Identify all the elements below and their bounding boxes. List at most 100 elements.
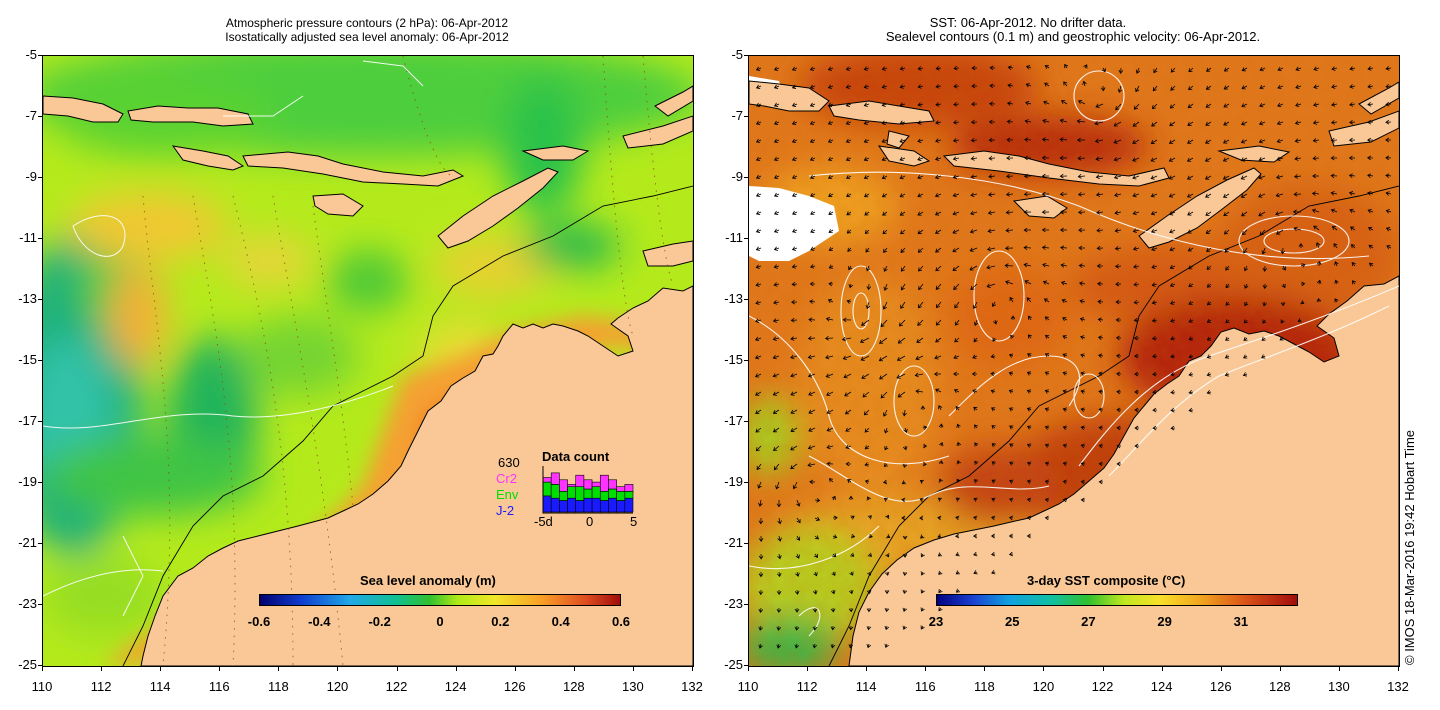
velocity-arrow bbox=[1349, 84, 1356, 89]
velocity-arrow bbox=[1095, 174, 1104, 179]
sla-colorbar-tick: -0.4 bbox=[308, 614, 331, 629]
velocity-arrow bbox=[974, 424, 979, 429]
velocity-arrow bbox=[825, 373, 834, 378]
velocity-arrow bbox=[1294, 138, 1302, 143]
velocity-arrow bbox=[1044, 497, 1050, 503]
right-lat-tick: -17 bbox=[724, 413, 743, 428]
data-count-bar-cr2 bbox=[608, 479, 617, 490]
velocity-arrow bbox=[1205, 139, 1212, 144]
data-count-label-env: Env bbox=[496, 487, 519, 502]
velocity-arrow bbox=[1313, 102, 1320, 107]
velocity-arrow bbox=[1078, 245, 1086, 251]
velocity-arrow bbox=[1277, 102, 1284, 108]
right-lat-tick: -15 bbox=[724, 352, 743, 367]
velocity-arrow bbox=[1059, 118, 1068, 124]
velocity-arrow bbox=[773, 300, 780, 305]
velocity-arrow bbox=[755, 66, 762, 71]
velocity-arrow bbox=[860, 355, 870, 361]
velocity-arrow bbox=[1169, 264, 1176, 270]
velocity-arrow bbox=[896, 355, 906, 361]
sst-sealevel-contours bbox=[749, 70, 1399, 637]
velocity-arrow bbox=[831, 495, 836, 501]
velocity-arrow bbox=[1244, 283, 1249, 289]
velocity-arrow bbox=[790, 427, 798, 433]
velocity-arrow bbox=[1187, 229, 1194, 234]
velocity-arrow bbox=[846, 229, 852, 234]
velocity-arrow bbox=[881, 120, 888, 125]
velocity-arrow bbox=[1367, 137, 1374, 143]
velocity-arrow bbox=[1186, 193, 1194, 198]
velocity-arrow bbox=[1188, 389, 1194, 395]
velocity-arrow bbox=[827, 84, 834, 89]
velocity-arrow bbox=[1152, 371, 1158, 377]
velocity-arrow bbox=[864, 427, 870, 433]
velocity-arrow bbox=[1042, 262, 1050, 268]
velocity-arrow bbox=[1315, 242, 1321, 249]
velocity-arrow bbox=[1280, 319, 1285, 324]
velocity-arrow bbox=[1152, 407, 1158, 413]
velocity-arrow bbox=[1041, 173, 1050, 179]
velocity-arrow bbox=[1006, 155, 1014, 161]
velocity-arrow bbox=[772, 354, 780, 360]
velocity-arrow bbox=[935, 301, 942, 309]
velocity-arrow bbox=[1258, 157, 1266, 162]
sla-colorbar-tick: 0.4 bbox=[551, 614, 570, 629]
velocity-arrow bbox=[773, 138, 780, 143]
velocity-arrow bbox=[828, 192, 834, 198]
velocity-arrow bbox=[813, 571, 818, 577]
velocity-arrow bbox=[755, 391, 762, 396]
velocity-arrow bbox=[1151, 282, 1158, 287]
velocity-arrow bbox=[881, 102, 888, 107]
velocity-arrow bbox=[1151, 318, 1158, 323]
velocity-arrow bbox=[1041, 191, 1050, 197]
velocity-arrow bbox=[883, 427, 889, 434]
velocity-arrow bbox=[1133, 103, 1140, 110]
velocity-arrow bbox=[809, 102, 816, 107]
velocity-arrow bbox=[845, 427, 852, 432]
velocity-arrow bbox=[955, 588, 961, 593]
data-count-bar-j2 bbox=[624, 497, 634, 513]
velocity-arrow bbox=[808, 409, 816, 414]
velocity-arrow bbox=[915, 389, 924, 394]
velocity-arrow bbox=[867, 571, 872, 576]
velocity-arrow bbox=[952, 229, 960, 234]
velocity-arrow bbox=[900, 265, 906, 272]
velocity-arrow bbox=[1259, 229, 1266, 236]
velocity-arrow bbox=[902, 607, 908, 612]
velocity-arrow bbox=[794, 589, 800, 595]
velocity-arrow bbox=[1135, 67, 1141, 74]
velocity-arrow bbox=[988, 174, 996, 179]
velocity-arrow bbox=[885, 514, 890, 519]
land-wetar-banda bbox=[521, 115, 693, 161]
velocity-arrow bbox=[1044, 425, 1050, 430]
data-count-bar-cr2 bbox=[542, 477, 552, 483]
velocity-arrow bbox=[842, 355, 852, 361]
velocity-arrow bbox=[993, 319, 998, 325]
velocity-arrow bbox=[1243, 354, 1248, 359]
velocity-arrow bbox=[758, 517, 764, 525]
velocity-arrow bbox=[1385, 84, 1392, 89]
right-lat-tick: -13 bbox=[724, 291, 743, 306]
sla-colorbar-tick: 0 bbox=[436, 614, 444, 629]
left-lon-tick: 120 bbox=[326, 679, 349, 694]
velocity-arrow bbox=[1008, 515, 1014, 521]
velocity-arrow bbox=[845, 120, 852, 125]
velocity-arrow bbox=[955, 533, 960, 539]
velocity-arrow bbox=[863, 175, 870, 180]
sla-field-blobs bbox=[43, 56, 693, 636]
velocity-arrow bbox=[773, 192, 780, 197]
velocity-arrow bbox=[902, 409, 907, 417]
land-java-right bbox=[749, 80, 830, 112]
velocity-arrow bbox=[809, 281, 816, 287]
velocity-arrow bbox=[1028, 315, 1032, 321]
velocity-arrow bbox=[1330, 155, 1338, 161]
velocity-arrow bbox=[988, 137, 996, 143]
left-lon-tick-mark bbox=[219, 666, 221, 671]
data-count-bar-j2 bbox=[559, 500, 568, 513]
velocity-arrow bbox=[920, 589, 925, 594]
velocity-arrow bbox=[832, 553, 837, 558]
velocity-arrow bbox=[990, 533, 996, 539]
velocity-arrow bbox=[1080, 461, 1086, 467]
velocity-arrow bbox=[790, 463, 798, 470]
land-bali-lombok bbox=[127, 105, 254, 127]
